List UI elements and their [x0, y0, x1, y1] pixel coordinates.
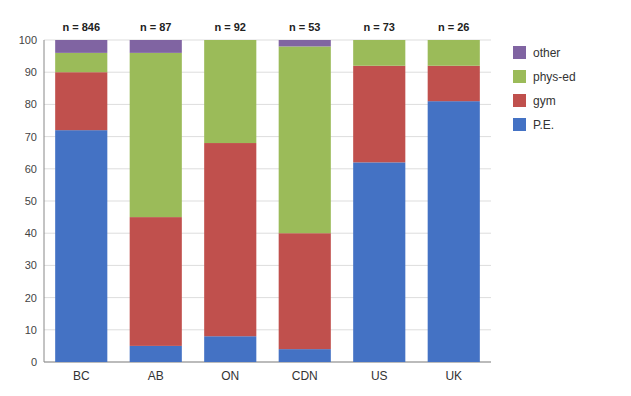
annotation: n = 53 — [289, 21, 321, 33]
bar-segment — [55, 72, 107, 130]
bar-segment — [130, 53, 182, 217]
y-tick-label: 10 — [25, 324, 37, 336]
y-tick-label: 90 — [25, 66, 37, 78]
grid-line — [44, 201, 491, 202]
y-tick-label: 20 — [25, 292, 37, 304]
chart: 0 10 20 30 40 50 60 70 80 90 100 BC AB ON CDN US UK n = 8… — [0, 0, 631, 396]
bar-segment — [279, 46, 331, 233]
bar-segment — [428, 66, 480, 101]
grid-line — [44, 297, 491, 298]
x-axis-line — [44, 362, 491, 363]
y-tick-label: 0 — [31, 356, 37, 368]
legend-swatch — [513, 94, 526, 107]
bar-segment — [353, 40, 405, 66]
bar-segment — [204, 336, 256, 362]
grid-line — [44, 72, 491, 73]
y-tick-label: 40 — [25, 227, 37, 239]
bar-segment — [353, 40, 405, 41]
bar-segment — [428, 101, 480, 362]
bar-segment — [204, 40, 256, 143]
grid-line — [44, 362, 491, 363]
y-axis-line — [44, 40, 45, 362]
x-tick-label: AB — [148, 369, 164, 383]
bar-segment — [279, 349, 331, 362]
annotation: n = 26 — [438, 21, 470, 33]
legend-swatch — [513, 70, 526, 83]
bar-segment — [130, 217, 182, 346]
legend-label: gym — [533, 94, 556, 108]
annotation: n = 92 — [215, 21, 247, 33]
x-tick-label: UK — [445, 369, 462, 383]
annotation: n = 846 — [62, 21, 100, 33]
legend: other phys-ed gym P.E. — [513, 46, 576, 132]
annotations: n = 846 n = 87 n = 92 n = 53 n = 73 n = 26 — [62, 21, 469, 33]
grid-line — [44, 104, 491, 105]
grid-line — [44, 265, 491, 266]
grid-line — [44, 136, 491, 137]
bar-segment — [55, 53, 107, 72]
bar-segment — [55, 130, 107, 362]
bar-segment — [204, 40, 256, 41]
annotation: n = 73 — [364, 21, 396, 33]
y-tick-label: 70 — [25, 131, 37, 143]
bar-segment — [279, 233, 331, 349]
y-tick-label: 50 — [25, 195, 37, 207]
bar-segment — [55, 40, 107, 53]
bar-segment — [130, 40, 182, 53]
grid — [44, 40, 491, 362]
bar-segment — [130, 346, 182, 362]
x-tick-label: CDN — [292, 369, 318, 383]
legend-label: other — [533, 46, 560, 60]
bar-segment — [353, 162, 405, 362]
legend-label: P.E. — [533, 118, 554, 132]
legend-swatch — [513, 118, 526, 131]
chart-container: 0 10 20 30 40 50 60 70 80 90 100 BC AB ON CDN US UK n = 8… — [0, 0, 631, 396]
grid-line — [44, 40, 491, 41]
y-tick-label: 100 — [19, 34, 37, 46]
y-tick-label: 80 — [25, 98, 37, 110]
bar-segment — [204, 143, 256, 336]
y-tick-label: 60 — [25, 163, 37, 175]
annotation: n = 87 — [140, 21, 172, 33]
legend-label: phys-ed — [533, 70, 576, 84]
bars — [55, 40, 480, 362]
x-tick-label: BC — [73, 369, 90, 383]
bar-segment — [428, 40, 480, 41]
y-tick-label: 30 — [25, 259, 37, 271]
bar-segment — [353, 66, 405, 163]
x-tick-label: US — [371, 369, 388, 383]
bar-segment — [279, 40, 331, 46]
axes: 0 10 20 30 40 50 60 70 80 90 100 BC AB ON CDN US UK — [19, 34, 491, 383]
x-tick-label: ON — [221, 369, 239, 383]
grid-line — [44, 168, 491, 169]
grid-line — [44, 329, 491, 330]
legend-swatch — [513, 46, 526, 59]
grid-line — [44, 233, 491, 234]
bar-segment — [428, 40, 480, 66]
